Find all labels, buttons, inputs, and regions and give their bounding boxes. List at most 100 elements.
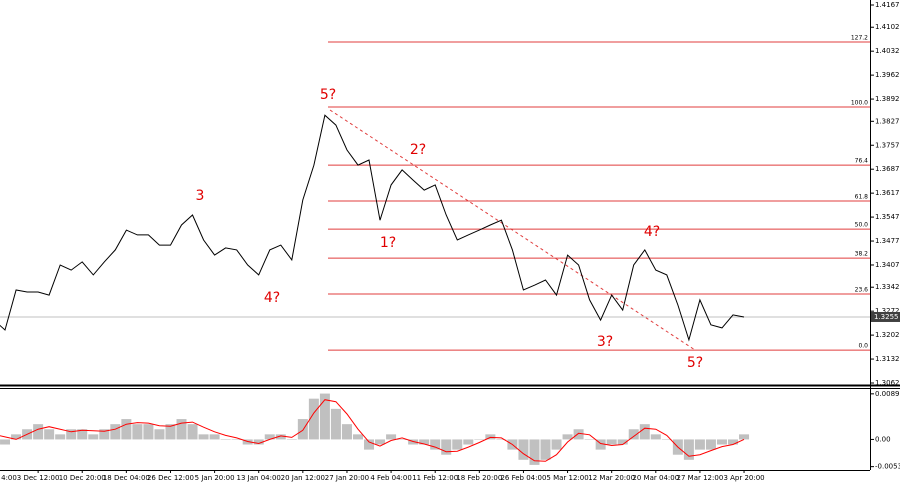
x-tick-label: 18 Dec 04:00: [103, 474, 150, 482]
x-tick-label: 26 Dec 12:00: [147, 474, 194, 482]
histogram-bar: [176, 419, 187, 440]
x-tick-label: 4 Feb 04:00: [370, 474, 411, 482]
histogram-bar: [485, 434, 496, 440]
wave-label: 5?: [320, 87, 336, 103]
x-tick-label: 20 Mar 04:00: [632, 474, 679, 482]
histogram-bar: [430, 439, 441, 450]
y-tick-label: 1.3617: [875, 189, 900, 197]
histogram-bar: [165, 424, 176, 440]
y-tick-label: 1.3062: [875, 379, 900, 387]
histogram-bar: [11, 434, 22, 440]
histogram-bar: [341, 424, 352, 440]
histogram-bar: [452, 439, 463, 450]
fib-label: 23.6: [855, 287, 869, 294]
y-tick-label: 1.3202: [875, 331, 900, 339]
histogram-bar: [187, 424, 198, 440]
histogram-bar: [375, 439, 386, 445]
histogram-bar: [132, 424, 143, 440]
x-tick-label: 13 Jan 04:00: [237, 474, 281, 482]
x-tick-label: 4:00: [1, 474, 17, 482]
histogram-bar: [77, 429, 88, 440]
histogram-bar: [143, 424, 154, 440]
histogram-bar: [55, 434, 66, 440]
x-tick-label: 26 Feb 04:00: [500, 474, 546, 482]
histogram-bar: [650, 434, 661, 440]
wave-label: 5?: [687, 355, 703, 371]
y-tick-label: 1.3962: [875, 71, 900, 79]
histogram-bar: [496, 439, 507, 440]
histogram-bar: [275, 434, 286, 440]
y-tick-label: 1.3687: [875, 165, 900, 173]
y-tick-label: 1.3757: [875, 141, 900, 149]
histogram-bar: [419, 439, 430, 445]
histogram-bar: [330, 408, 341, 440]
histogram-bar: [728, 439, 739, 445]
histogram-bar: [386, 434, 397, 440]
last-price-box: [871, 311, 900, 322]
x-tick-label: 10 Dec 20:00: [59, 474, 106, 482]
y-tick-label: 1.3892: [875, 95, 900, 103]
x-tick-label: 27 Jan 20:00: [325, 474, 369, 482]
y-tick-label: 1.3272: [875, 307, 900, 315]
y-tick-label: -0.00534: [875, 463, 900, 471]
y-tick-label: 1.3477: [875, 237, 900, 245]
histogram-bar: [352, 434, 363, 440]
histogram-bar: [441, 439, 452, 455]
y-tick-label: 1.3547: [875, 213, 900, 221]
histogram-bar: [551, 439, 562, 450]
histogram-bar: [639, 424, 650, 440]
histogram-bar: [705, 439, 716, 450]
y-tick-label: 1.3342: [875, 283, 900, 291]
last-price-label: 1.3255: [874, 313, 899, 321]
price-line: [0, 114, 745, 342]
x-tick-label: 3 Dec 12:00: [17, 474, 60, 482]
wave-label: 1?: [380, 235, 396, 251]
y-tick-label: 1.3407: [875, 261, 900, 269]
y-tick-label: 1.3132: [875, 355, 900, 363]
histogram-bar: [297, 419, 308, 440]
histogram-bar: [308, 398, 319, 440]
histogram-bar: [198, 434, 209, 440]
histogram-bar: [716, 439, 727, 445]
histogram-bar: [319, 393, 330, 440]
histogram-bar: [540, 439, 551, 460]
y-tick-label: 1.4102: [875, 23, 900, 31]
fib-label: 127.2: [851, 34, 868, 41]
histogram-bar: [0, 439, 11, 445]
y-tick-label: 0.00895: [875, 390, 900, 398]
histogram-bar: [209, 434, 220, 440]
fib-label: 61.8: [855, 194, 869, 201]
histogram-bar: [44, 429, 55, 440]
x-tick-label: 3 Apr 20:00: [723, 474, 764, 482]
histogram-bar: [683, 439, 694, 460]
fib-label: 50.0: [855, 222, 869, 229]
x-tick-label: 5 Jan 20:00: [195, 474, 235, 482]
wave-label: 4?: [644, 224, 660, 240]
histogram-bar: [264, 434, 275, 440]
histogram-bar: [474, 439, 485, 440]
fib-label: 0.0: [858, 343, 868, 350]
histogram-bar: [739, 434, 750, 440]
histogram-bar: [617, 439, 628, 445]
x-tick-label: 5 Mar 12:00: [546, 474, 588, 482]
histogram-bar: [397, 439, 408, 440]
histogram-bar: [364, 439, 375, 450]
wave-label: 3?: [597, 334, 613, 350]
histogram-bar: [88, 434, 99, 440]
x-tick-label: 20 Jan 12:00: [281, 474, 325, 482]
histogram-bar: [463, 439, 474, 445]
histogram-bar: [110, 424, 121, 440]
fib-label: 76.4: [855, 158, 869, 165]
histogram-bar: [121, 419, 132, 440]
y-tick-label: 1.4167: [875, 1, 900, 9]
histogram-bar: [220, 439, 231, 440]
histogram-bar: [66, 429, 77, 440]
fib-label: 38.2: [855, 251, 869, 258]
y-tick-label: 1.4032: [875, 47, 900, 55]
histogram-bar: [606, 439, 617, 445]
histogram-bar: [584, 439, 595, 440]
histogram-bar: [518, 439, 529, 460]
